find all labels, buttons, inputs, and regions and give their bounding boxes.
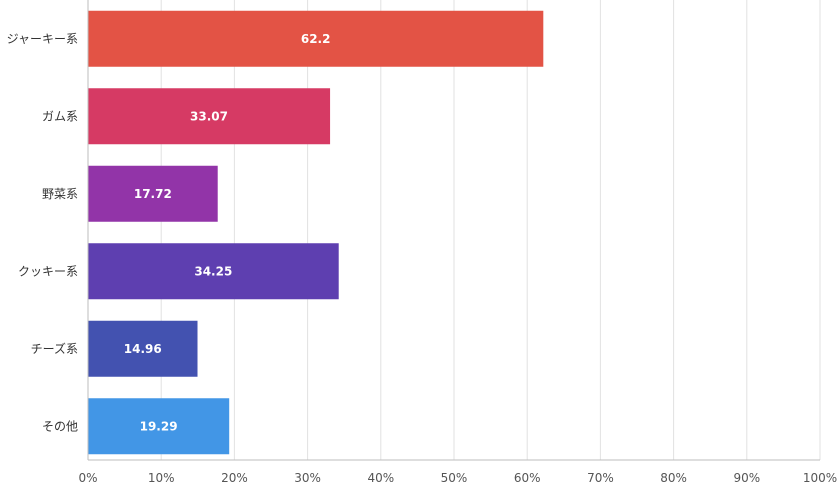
- x-tick-label: 20%: [221, 471, 248, 485]
- x-tick-label: 30%: [294, 471, 321, 485]
- axes: 0% 10% 20% 30% 40% 50% 60% 70% 80% 90% 100% ジャーキー系ガ…: [7, 0, 837, 485]
- data-label: 14.96: [124, 342, 162, 356]
- data-label: 33.07: [190, 109, 228, 123]
- data-label: 17.72: [134, 187, 172, 201]
- x-tick-label: 40%: [367, 471, 394, 485]
- bar[interactable]: [88, 243, 339, 300]
- x-tick-label: 80%: [660, 471, 687, 485]
- data-label: 62.2: [301, 32, 331, 46]
- category-label: クッキー系: [18, 264, 78, 278]
- data-label: 19.29: [140, 419, 178, 433]
- x-tick-label: 10%: [148, 471, 175, 485]
- bar[interactable]: [88, 88, 331, 145]
- x-tick-label: 90%: [733, 471, 760, 485]
- bars: 62.2 33.07 17.72 34.25 14.96 19.29: [88, 10, 544, 455]
- category-label: ジャーキー系: [7, 32, 78, 46]
- x-tick-label: 0%: [78, 471, 97, 485]
- grid-lines: [87, 0, 821, 460]
- category-label: 野菜系: [42, 187, 78, 201]
- bar[interactable]: [88, 10, 544, 67]
- data-label: 34.25: [194, 264, 232, 278]
- x-tick-label: 50%: [441, 471, 468, 485]
- x-tick-label: 70%: [587, 471, 614, 485]
- bar[interactable]: [88, 165, 218, 222]
- bar[interactable]: [88, 398, 230, 455]
- category-label: チーズ系: [31, 341, 78, 356]
- bar[interactable]: [88, 320, 198, 377]
- category-label: その他: [42, 419, 78, 433]
- x-tick-label: 100%: [803, 471, 837, 485]
- x-tick-label: 60%: [514, 471, 541, 485]
- category-label: ガム系: [42, 109, 78, 123]
